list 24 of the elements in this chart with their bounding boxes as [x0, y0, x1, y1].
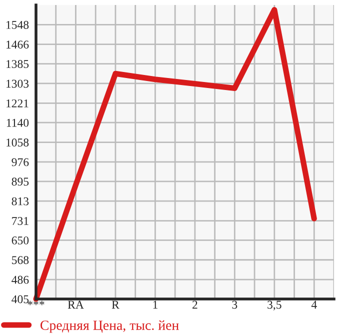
y-tick-label: 1221 [6, 99, 28, 108]
y-tick-label: 1385 [6, 60, 29, 68]
legend-label: Средняя Цена, тыс. йен [40, 320, 179, 333]
y-tick-label: 895 [12, 178, 29, 186]
x-tick-label: 1 [153, 300, 158, 309]
y-tick-label: 405 [12, 295, 29, 304]
y-tick-label: 976 [12, 158, 29, 166]
y-tick-label: 486 [12, 276, 29, 284]
x-tick-label: RA [68, 300, 84, 309]
y-tick-label: 1548 [6, 20, 29, 29]
y-tick-label: 568 [12, 256, 29, 264]
y-tick-label: 1466 [6, 40, 29, 49]
y-tick-label: 1140 [6, 118, 29, 127]
x-tick-label: 3,5 [268, 300, 282, 310]
x-tick-label: 4 [311, 300, 317, 309]
x-tick-label: R [112, 300, 120, 309]
x-tick-label: 3 [232, 300, 238, 309]
y-tick-label: 1058 [6, 138, 29, 146]
y-tick-label: 731 [12, 217, 28, 225]
y-tick-label: 813 [12, 197, 29, 206]
x-tick-label: *** [28, 300, 44, 306]
x-tick-label: 2 [192, 300, 198, 309]
y-tick-label: 1303 [6, 80, 29, 88]
y-tick-label: 650 [12, 236, 29, 244]
